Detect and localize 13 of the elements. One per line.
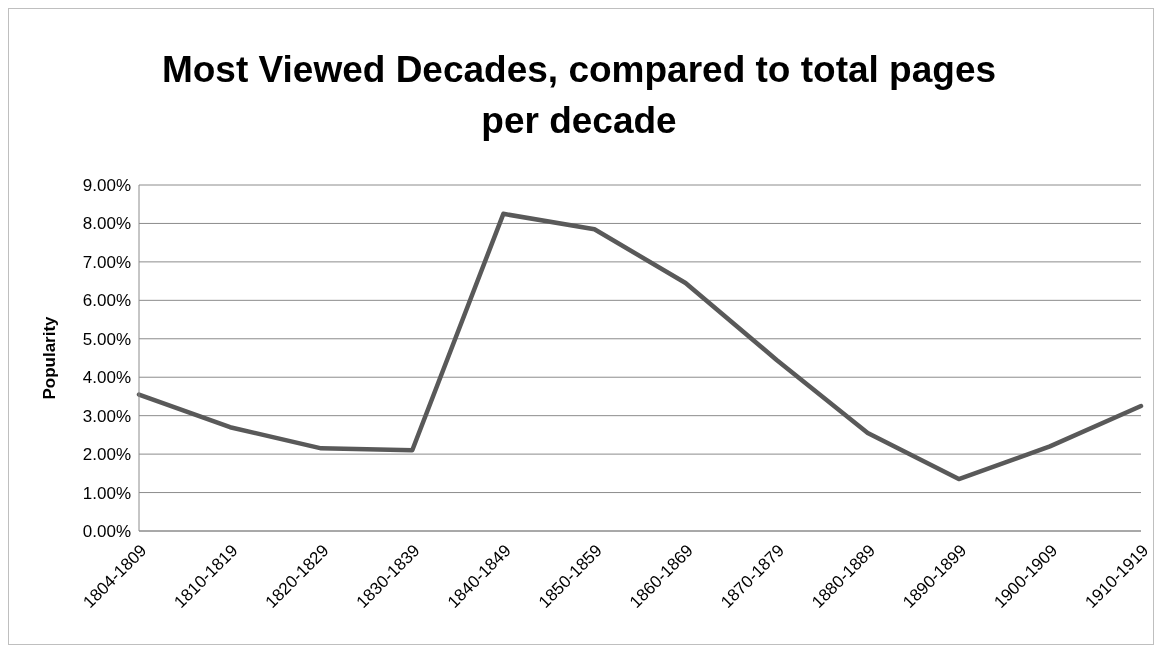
y-tick-label: 9.00%	[82, 176, 131, 196]
y-tick-label: 6.00%	[82, 291, 131, 311]
y-tick-label: 1.00%	[82, 483, 131, 503]
y-tick-label: 5.00%	[82, 329, 131, 349]
y-tick-label: 2.00%	[82, 445, 131, 465]
y-tick-label: 7.00%	[82, 252, 131, 272]
y-tick-label: 0.00%	[82, 522, 131, 542]
y-tick-label: 8.00%	[82, 214, 131, 234]
y-tick-label: 4.00%	[82, 368, 131, 388]
line-series	[136, 211, 1144, 482]
y-axis-title: Popularity	[40, 315, 60, 400]
chart-title: Most Viewed Decades, compared to total pages per decade	[160, 48, 998, 143]
y-tick-label: 3.00%	[82, 406, 131, 426]
